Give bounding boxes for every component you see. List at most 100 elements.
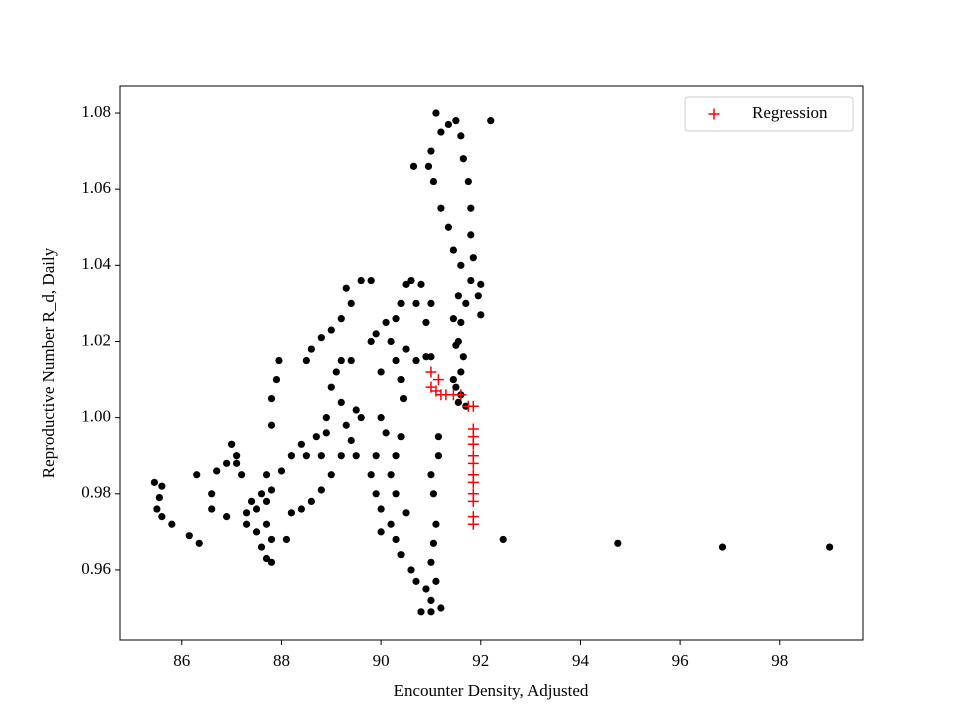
- data-point: [322, 414, 330, 422]
- data-point: [233, 452, 241, 460]
- data-point: [158, 513, 166, 521]
- data-point: [352, 406, 360, 414]
- legend-label: Regression: [752, 103, 828, 122]
- data-point: [247, 497, 256, 506]
- data-point: [277, 467, 286, 475]
- data-point: [412, 356, 420, 365]
- data-point: [282, 535, 291, 544]
- data-point: [469, 254, 477, 262]
- data-point: [297, 505, 305, 513]
- data-point: [223, 513, 231, 521]
- x-tick-label: 86: [173, 651, 190, 670]
- data-point: [718, 543, 727, 551]
- data-point: [342, 284, 350, 292]
- data-point: [213, 467, 221, 475]
- data-point: [155, 493, 163, 502]
- data-point: [409, 162, 418, 170]
- data-point: [467, 231, 475, 239]
- data-point: [267, 558, 276, 566]
- data-point: [233, 459, 241, 467]
- data-point: [158, 482, 166, 490]
- data-point: [208, 490, 216, 498]
- x-tick-label: 88: [273, 651, 290, 670]
- data-point: [417, 608, 425, 616]
- data-point: [357, 276, 365, 285]
- data-point: [826, 543, 834, 551]
- data-point: [337, 315, 345, 323]
- y-tick-label: 1.00: [81, 407, 111, 426]
- data-point: [467, 438, 479, 450]
- data-point: [185, 532, 193, 540]
- data-point: [444, 223, 452, 231]
- data-point: [402, 509, 410, 517]
- data-point: [452, 383, 460, 391]
- data-point: [352, 452, 360, 460]
- data-point: [392, 490, 400, 498]
- data-point: [467, 400, 479, 412]
- data-point: [464, 177, 472, 186]
- data-point: [317, 334, 325, 342]
- data-point: [454, 398, 462, 407]
- data-point: [208, 505, 216, 513]
- data-point: [382, 318, 390, 327]
- data-point: [322, 429, 330, 437]
- data-point: [397, 433, 405, 441]
- data-point: [267, 421, 276, 429]
- data-point: [467, 204, 475, 212]
- data-point: [422, 353, 430, 361]
- data-point: [275, 356, 283, 365]
- data-point: [402, 345, 410, 353]
- data-point: [427, 147, 435, 155]
- data-point: [449, 246, 457, 254]
- data-point: [195, 539, 203, 547]
- data-point: [312, 433, 320, 441]
- data-point: [427, 596, 435, 605]
- data-point: [457, 132, 465, 140]
- plot-frame: [119, 85, 864, 641]
- data-point: [223, 459, 231, 467]
- data-point: [449, 315, 457, 323]
- data-point: [272, 375, 281, 384]
- data-point: [429, 490, 438, 498]
- x-axis-label: Encounter Density, Adjusted: [394, 681, 589, 700]
- data-point: [267, 535, 276, 544]
- data-point: [417, 280, 425, 288]
- data-point: [252, 505, 261, 513]
- data-point: [377, 368, 385, 376]
- data-point: [432, 109, 440, 117]
- data-point: [387, 520, 395, 528]
- data-point: [422, 318, 430, 327]
- data-point: [372, 490, 380, 498]
- data-point: [150, 478, 158, 486]
- data-point: [407, 566, 415, 574]
- y-axis-label: Reproductive Number R_d, Daily: [39, 247, 58, 478]
- data-point: [297, 440, 305, 448]
- data-point: [327, 383, 335, 391]
- data-point: [317, 452, 325, 460]
- data-point: [237, 471, 246, 479]
- data-point: [434, 433, 443, 441]
- data-point: [434, 452, 443, 460]
- data-point: [267, 486, 276, 494]
- data-point: [392, 452, 400, 460]
- y-tick-label: 1.06: [81, 178, 111, 197]
- data-point: [467, 518, 479, 530]
- data-point: [462, 299, 470, 308]
- data-point: [437, 128, 445, 136]
- data-point: [499, 535, 507, 544]
- data-point: [377, 414, 385, 422]
- y-tick-label: 0.98: [81, 483, 111, 502]
- data-point: [377, 505, 385, 513]
- data-point: [412, 577, 420, 585]
- data-point: [337, 398, 345, 407]
- data-point: [242, 509, 251, 517]
- data-point: [397, 551, 405, 559]
- data-point: [262, 520, 271, 528]
- data-point: [477, 280, 485, 288]
- data-point: [432, 520, 440, 528]
- data-point: [467, 495, 479, 507]
- data-point: [424, 162, 433, 170]
- data-point: [357, 414, 365, 422]
- data-point: [467, 457, 479, 469]
